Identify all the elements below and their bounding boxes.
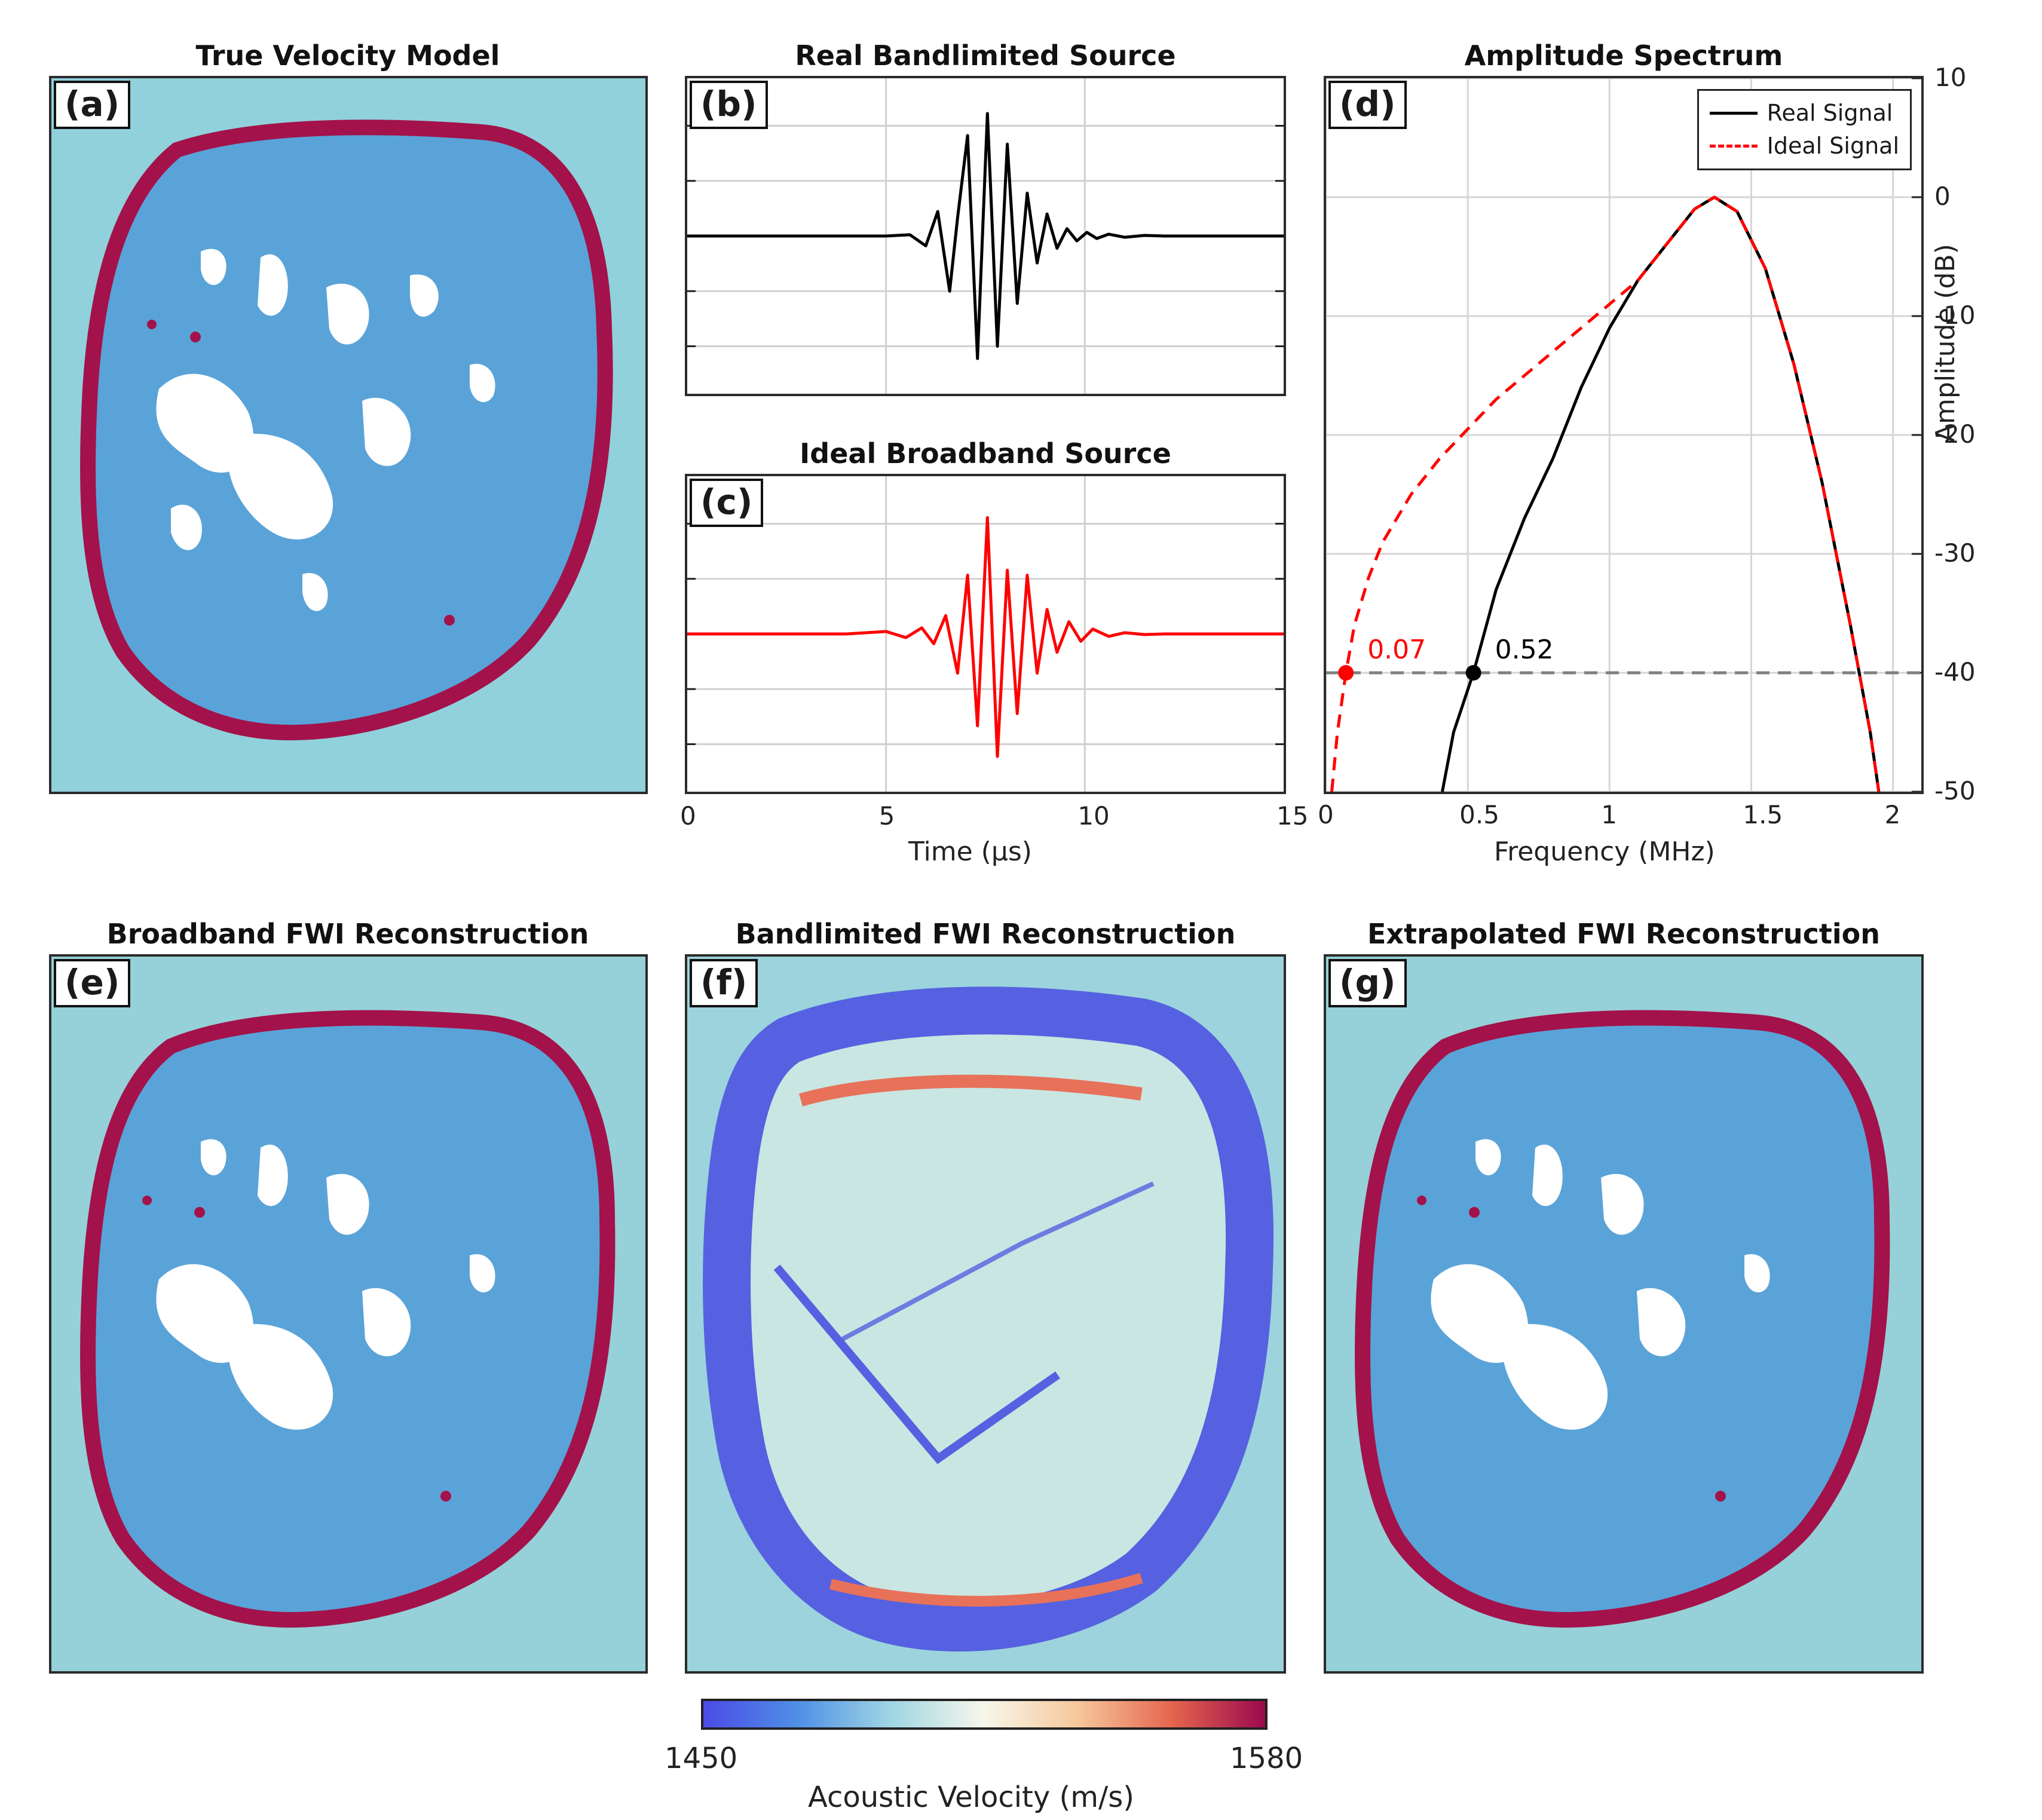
waveform-line [687,112,1284,360]
panel-g-title: Extrapolated FWI Reconstruction [1367,918,1880,950]
colorbar-title: Acoustic Velocity (m/s) [808,1781,1134,1814]
colorbar-max-label: 1580 [1230,1742,1303,1775]
panel-d-title: Amplitude Spectrum [1464,39,1783,72]
annotation-marker-1 [1465,665,1481,681]
annotation-label-1: 0.52 [1495,635,1554,665]
amplitude-axis-label: Amplitude (dB) [1930,244,1961,442]
x-tick-label-0: 0 [680,801,696,831]
time-axis-label: Time (μs) [908,837,1032,867]
panel-c-letter: (c) [690,479,764,527]
artifact-streak [773,1264,1061,1464]
legend-swatch-real [1709,112,1758,115]
artifact-streak-2 [841,1181,1155,1341]
panel-c-title: Ideal Broadband Source [800,437,1171,470]
legend: Real Signal Ideal Signal [1697,89,1912,171]
panel-d-spectrum: (d) 0.07 0.52 Real Signal Ideal Signal [1324,76,1924,794]
panel-g-letter: (g) [1328,959,1407,1007]
amp-tick-label-6: -50 [1934,776,1976,805]
high-velocity-rim [798,1074,1143,1107]
lesion-3 [1715,1491,1726,1502]
amp-tick-label-0: 10 [1934,63,1967,92]
legend-item-real: Real Signal [1709,97,1899,130]
velocity-image-g [1326,957,1921,1671]
annotation-label-0: 0.07 [1367,635,1426,665]
panel-b-waveform: (b) [685,76,1286,396]
amp-tick-label-3: -20 [1934,419,1976,449]
velocity-image-f [687,957,1284,1671]
lesion-3 [444,615,455,626]
fat-structures [156,249,495,611]
panel-a-letter: (a) [54,81,131,129]
lesion-1 [142,1196,152,1205]
fat-structures [156,1139,495,1430]
panel-a-title: True Velocity Model [195,39,500,72]
spectrum-plot: 0.07 0.52 [1326,78,1921,792]
lesion-1 [1417,1196,1426,1205]
freq-tick-label-2: 1 [1601,800,1618,829]
panel-a-velocity-map: (a) [49,76,648,794]
lesion-2 [1469,1207,1480,1218]
panel-g-reconstruction: (g) [1324,954,1924,1674]
series-line-1 [1330,195,1881,792]
freq-tick-label-1: 0.5 [1459,800,1499,829]
panel-f-reconstruction: (f) [685,954,1286,1674]
lesion-2 [190,332,201,342]
panel-f-letter: (f) [690,959,758,1007]
velocity-image-e [51,957,645,1671]
velocity-image-a [51,78,645,792]
freq-tick-label-0: 0 [1318,800,1334,829]
x-tick-label-2: 10 [1077,801,1110,831]
colorbar [701,1699,1268,1730]
panel-b-title: Real Bandlimited Source [795,39,1176,72]
panel-e-reconstruction: (e) [49,954,648,1674]
frequency-axis-label: Frequency (MHz) [1494,837,1715,867]
lesion-2 [194,1207,205,1218]
x-tick-label-1: 5 [878,801,895,831]
lesion-3 [440,1491,451,1502]
high-velocity-rim-bottom [829,1573,1143,1607]
fat-structures [1431,1139,1770,1430]
breast-outline [703,986,1274,1652]
amp-tick-label-4: -30 [1934,538,1976,568]
colorbar-min-label: 1450 [665,1742,738,1775]
waveform-plot-b [687,78,1284,394]
lesion-1 [147,320,157,329]
amp-tick-label-1: 0 [1934,182,1951,211]
annotation-marker-0 [1338,665,1354,681]
freq-tick-label-4: 2 [1884,800,1901,829]
waveform-plot-c [687,476,1284,792]
amp-tick-label-2: -10 [1934,301,1976,330]
legend-item-ideal: Ideal Signal [1709,130,1899,163]
panel-b-letter: (b) [690,81,768,129]
legend-label-ideal: Ideal Signal [1767,133,1899,160]
panel-f-title: Bandlimited FWI Reconstruction [735,918,1236,950]
panel-c-waveform: (c) [685,474,1286,794]
amp-tick-label-5: -40 [1934,657,1976,687]
freq-tick-label-3: 1.5 [1743,800,1783,829]
legend-label-real: Real Signal [1767,100,1893,126]
panel-d-letter: (d) [1328,81,1407,129]
legend-swatch-ideal [1709,145,1758,148]
panel-e-letter: (e) [54,959,131,1007]
series-line-0 [1441,195,1881,792]
waveform-line [687,516,1284,758]
x-tick-label-3: 15 [1276,801,1309,831]
panel-e-title: Broadband FWI Reconstruction [106,918,589,950]
